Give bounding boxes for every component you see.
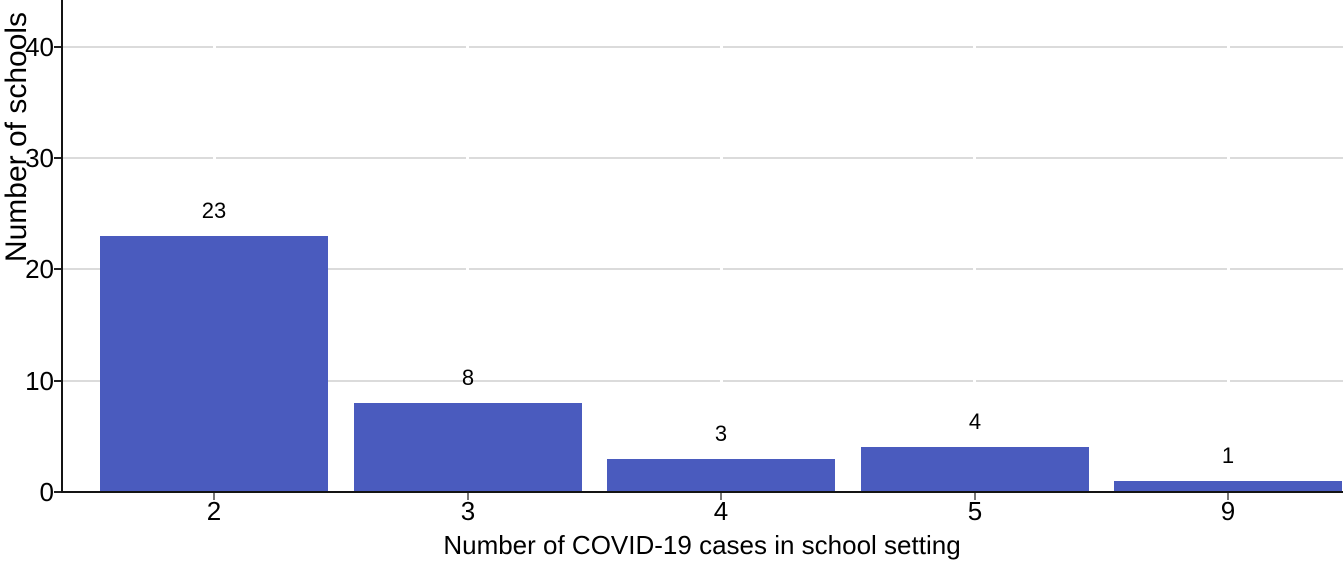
gridline-y-30: [61, 157, 1343, 159]
x-tick-5: [974, 493, 976, 500]
y-tick-label-10: 10: [25, 366, 54, 396]
bar-5: [861, 447, 1089, 491]
x-tick-9: [1227, 493, 1229, 500]
bar-value-label-2: 23: [201, 198, 227, 223]
category-gridline-3: [466, 0, 469, 491]
y-tick-label-30: 30: [25, 143, 54, 173]
x-tick-label-4: 4: [713, 496, 729, 526]
category-gridline-4: [720, 0, 723, 491]
y-tick-label-20: 20: [25, 254, 54, 284]
x-tick-label-2: 2: [206, 496, 222, 526]
y-tick-30: [54, 157, 61, 159]
x-axis-line: [61, 491, 1343, 493]
y-tick-label-40: 40: [25, 32, 54, 62]
x-axis-title: Number of COVID-19 cases in school setti…: [443, 530, 961, 560]
x-tick-label-3: 3: [460, 496, 476, 526]
bar-9: [1114, 481, 1342, 491]
bar-2: [100, 236, 328, 491]
y-axis-title: Number of schools: [0, 11, 33, 263]
category-gridline-5: [973, 0, 976, 491]
bar-value-label-4: 3: [714, 421, 728, 446]
x-tick-label-9: 9: [1220, 496, 1236, 526]
y-tick-20: [54, 268, 61, 270]
y-tick-label-0: 0: [39, 477, 54, 507]
x-tick-2: [213, 493, 215, 500]
y-axis-line: [61, 0, 63, 493]
gridline-y-20: [61, 268, 1343, 270]
bar-value-label-3: 8: [461, 365, 475, 390]
x-tick-4: [720, 493, 722, 500]
gridline-y-10: [61, 380, 1343, 382]
y-tick-40: [54, 46, 61, 48]
y-tick-10: [54, 380, 61, 382]
bar-value-label-9: 1: [1221, 443, 1235, 468]
category-gridline-9: [1227, 0, 1230, 491]
x-tick-label-5: 5: [967, 496, 983, 526]
bar-4: [607, 459, 835, 491]
y-tick-0: [54, 491, 61, 493]
gridline-y-40: [61, 46, 1343, 48]
bar-value-label-5: 4: [968, 409, 982, 434]
bar-3: [354, 403, 582, 491]
x-tick-3: [467, 493, 469, 500]
